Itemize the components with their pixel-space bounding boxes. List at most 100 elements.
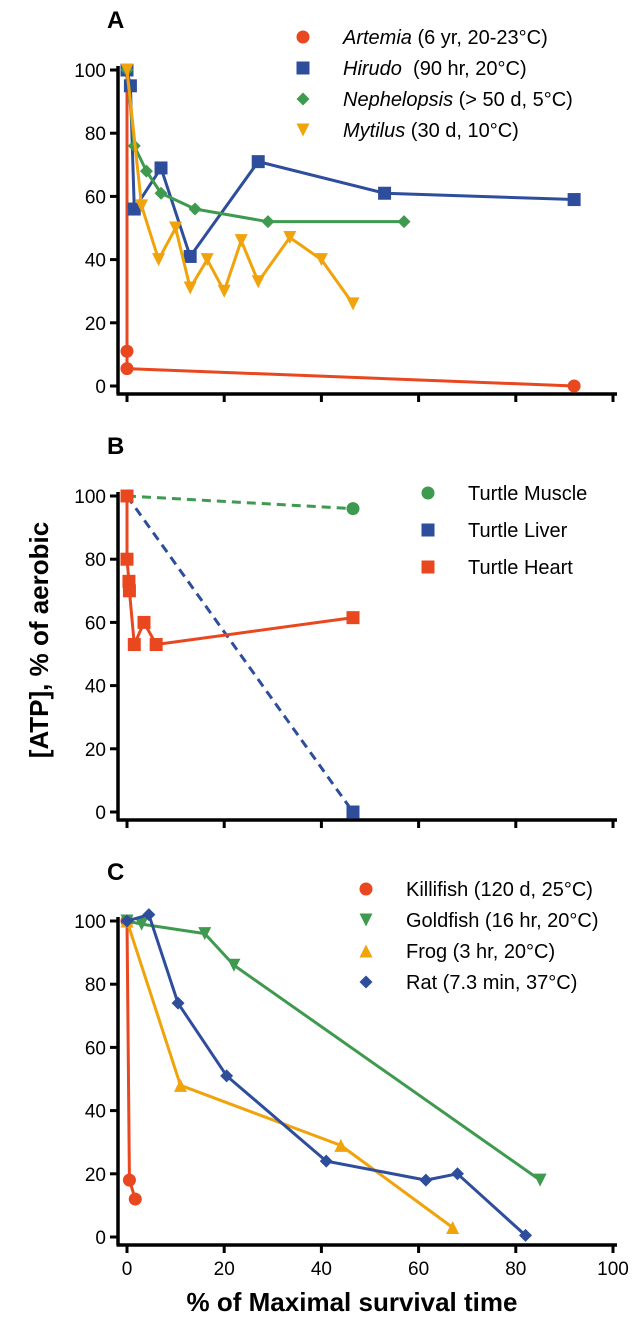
- y-tick-label: 20: [85, 314, 106, 335]
- legend-label: Frog (3 hr, 20°C): [406, 941, 555, 963]
- legend-label: Rat (7.3 min, 37°C): [406, 972, 577, 994]
- data-point: [334, 1138, 348, 1152]
- data-point: [188, 202, 202, 216]
- series-line: [125, 920, 137, 1200]
- legend-marker: [421, 523, 435, 537]
- data-point: [261, 215, 275, 229]
- y-tick-label: 100: [74, 61, 106, 82]
- data-point: [120, 552, 134, 566]
- data-point: [120, 344, 134, 358]
- data-point: [519, 1228, 533, 1242]
- data-point: [142, 908, 156, 922]
- data-point: [567, 193, 581, 207]
- legend-label: Killifish (120 d, 25°C): [406, 879, 593, 901]
- legend-entry: Goldfish (16 hr, 20°C): [359, 910, 599, 932]
- x-tick-label: 40: [311, 1259, 332, 1280]
- y-tick-label: 20: [85, 740, 106, 761]
- legend-label: Turtle Liver: [468, 520, 568, 542]
- data-point: [137, 615, 151, 629]
- data-point: [183, 281, 197, 295]
- data-point: [135, 917, 149, 931]
- panel-b: B 0 20 40 60 80 100 Turtle Muscle Turtle Liver Tu…: [74, 433, 617, 828]
- data-point: [227, 958, 241, 972]
- y-tick-label: 0: [95, 377, 106, 398]
- data-point: [450, 1167, 464, 1181]
- data-point: [120, 489, 134, 503]
- data-point: [173, 1078, 187, 1092]
- data-point: [149, 638, 163, 652]
- series: [120, 63, 360, 311]
- y-tick-label: 60: [85, 613, 106, 634]
- x-axis-title: % of Maximal survival time: [187, 1287, 518, 1317]
- y-tick-label: 20: [85, 1165, 106, 1186]
- y-tick-label: 40: [85, 677, 106, 698]
- data-point: [251, 275, 265, 289]
- x-tick-label: 100: [597, 1259, 629, 1280]
- data-point: [120, 914, 134, 928]
- data-point: [128, 1192, 142, 1206]
- legend-entry: Killifish (120 d, 25°C): [359, 879, 593, 901]
- x-tick-label: 0: [122, 1259, 133, 1280]
- data-point: [567, 379, 581, 393]
- x-tick-label: 60: [408, 1259, 429, 1280]
- legend-label: Nephelopsis (> 50 d, 5°C): [343, 89, 573, 111]
- series: [120, 489, 360, 652]
- series-line: [125, 920, 454, 1229]
- legend-entry: Frog (3 hr, 20°C): [359, 941, 555, 963]
- data-point: [120, 362, 134, 376]
- y-tick-label: 100: [74, 912, 106, 933]
- data-point: [122, 1173, 136, 1187]
- data-point: [251, 155, 265, 169]
- data-point: [419, 1173, 433, 1187]
- legend-marker: [296, 30, 310, 44]
- data-point: [152, 253, 166, 267]
- data-point: [346, 805, 360, 819]
- legend-label: Mytilus (30 d, 10°C): [343, 120, 519, 142]
- y-tick-label: 0: [95, 803, 106, 824]
- data-point: [200, 253, 214, 267]
- data-point: [319, 1154, 333, 1168]
- series-line: [125, 70, 575, 388]
- data-point: [217, 284, 231, 298]
- legend-marker: [296, 123, 310, 137]
- legend-marker: [359, 944, 373, 958]
- y-tick-label: 40: [85, 1102, 106, 1123]
- legend-entry: Turtle Heart: [421, 557, 573, 579]
- legend-entry: Turtle Liver: [421, 520, 568, 542]
- data-point: [346, 297, 360, 311]
- legend-entry: Hirudo (90 hr, 20°C): [296, 58, 527, 80]
- data-point: [127, 202, 141, 216]
- legend-marker: [359, 882, 373, 896]
- data-point: [198, 927, 212, 941]
- legend-label: Hirudo (90 hr, 20°C): [343, 58, 527, 80]
- y-axis-title: [ATP], % of aerobic: [24, 522, 54, 758]
- legend-label: Goldfish (16 hr, 20°C): [406, 910, 599, 932]
- data-point: [139, 164, 153, 178]
- data-point: [120, 63, 134, 77]
- series: [120, 908, 533, 1242]
- legend-marker: [421, 560, 435, 574]
- data-point: [135, 199, 149, 213]
- panel-letter: A: [107, 7, 124, 34]
- data-point: [346, 502, 360, 516]
- panel-letter: C: [107, 859, 124, 886]
- legend-entry: Rat (7.3 min, 37°C): [359, 972, 577, 994]
- x-tick-label: 80: [505, 1259, 526, 1280]
- data-point: [397, 215, 411, 229]
- data-point: [127, 638, 141, 652]
- data-point: [234, 234, 248, 248]
- series-line: [126, 494, 354, 511]
- y-tick-label: 0: [95, 1228, 106, 1249]
- series-line: [125, 69, 355, 305]
- legend-entry: Mytilus (30 d, 10°C): [296, 120, 519, 142]
- y-tick-label: 80: [85, 975, 106, 996]
- legend-entry: Artemia (6 yr, 20-23°C): [296, 27, 548, 49]
- data-point: [154, 161, 168, 175]
- y-tick-label: 60: [85, 1038, 106, 1059]
- legend-marker: [296, 61, 310, 75]
- legend-label: Turtle Muscle: [468, 483, 587, 505]
- legend-marker: [296, 92, 310, 106]
- data-point: [346, 611, 360, 625]
- panel-a: A 0 20 40 60 80 100 Artemia (6 yr, 20-23°C) Hiru…: [74, 7, 617, 402]
